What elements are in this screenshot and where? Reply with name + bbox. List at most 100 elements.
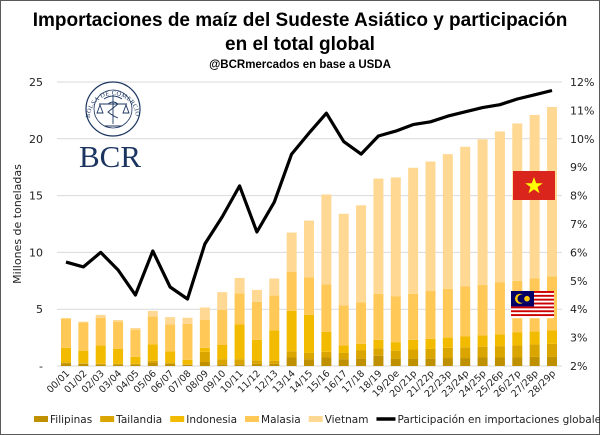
sun-icon <box>524 295 530 302</box>
bar-segment-malasia <box>286 271 297 311</box>
bar-segment-indonesia <box>78 350 89 364</box>
bar-segment-malasia <box>113 321 124 349</box>
vietnam-flag <box>513 171 555 200</box>
bar-segment-vietnam <box>512 123 523 281</box>
y2-tick-label: 3% <box>570 332 587 345</box>
chart-title-line-2: en el total global <box>225 34 375 55</box>
bar-segment-indonesia <box>425 338 436 349</box>
bar-segment-malasia <box>147 316 158 345</box>
bar-segment-vietnam <box>304 220 314 278</box>
bar-segment-vietnam <box>165 317 176 325</box>
legend-item: Vietnam <box>308 414 369 426</box>
legend-label: Participación en importaciones globales <box>397 414 600 426</box>
bar-segment-tailandia <box>512 345 523 358</box>
bar-segment-indonesia <box>321 331 332 352</box>
bar-segment-tailandia <box>442 347 453 359</box>
bar-stack <box>356 205 367 366</box>
bar-segment-indonesia <box>199 347 210 352</box>
bar-segment-tailandia <box>95 363 106 365</box>
bar-segment-filipinas <box>356 358 367 366</box>
bar-segment-vietnam <box>321 194 332 285</box>
legend-label: Malasia <box>261 414 301 426</box>
flag-stripe <box>511 314 554 317</box>
bar-stack <box>321 194 332 366</box>
bar-stack <box>390 177 401 366</box>
bar-stack <box>147 310 158 366</box>
star-icon <box>525 177 543 194</box>
bar-segment-malasia <box>442 288 453 338</box>
bar-segment-tailandia <box>61 362 71 364</box>
bar-segment-filipinas <box>251 363 262 366</box>
bar-segment-tailandia <box>147 360 158 363</box>
bar-segment-filipinas <box>373 355 384 366</box>
y2-tick-label: 2% <box>570 360 587 373</box>
bar-segment-tailandia <box>408 349 419 359</box>
bar-segment-indonesia <box>390 342 401 351</box>
bar-segment-indonesia <box>547 330 557 344</box>
bar-stack <box>165 317 176 366</box>
bar-segment-vietnam <box>338 213 349 306</box>
bar-segment-malasia <box>182 323 193 360</box>
legend-item: Tailandia <box>100 414 162 426</box>
y2-tick-label: 10% <box>570 133 594 146</box>
bar-segment-indonesia <box>442 337 453 348</box>
bar-segment-indonesia <box>286 310 297 352</box>
bar-segment-indonesia <box>304 314 314 353</box>
legend-item: Indonesia <box>170 414 237 426</box>
bar-segment-tailandia <box>460 347 471 359</box>
bar-segment-malasia <box>408 293 419 340</box>
bar-segment-indonesia <box>494 334 505 347</box>
bar-segment-tailandia <box>234 359 245 365</box>
bar-segment-tailandia <box>269 360 280 364</box>
logo-seal-outer <box>85 81 141 137</box>
bar-segment-tailandia <box>165 362 176 364</box>
y2-tick-label: 5% <box>570 275 587 288</box>
bar-segment-indonesia <box>113 348 124 364</box>
legend-swatch <box>170 416 185 422</box>
bar-segment-tailandia <box>199 351 210 363</box>
bar-stack <box>130 327 141 366</box>
bar-segment-tailandia <box>529 344 540 357</box>
bar-segment-filipinas <box>95 364 106 366</box>
bar-segment-vietnam <box>234 277 245 294</box>
y2-tick-label: 6% <box>570 246 587 259</box>
bar-segment-filipinas <box>234 364 245 366</box>
legend-item: Participación en importaciones globales <box>376 414 600 426</box>
bar-segment-malasia <box>390 296 401 343</box>
participation-line <box>65 88 553 301</box>
bar-stack <box>217 292 228 366</box>
bar-segment-malasia <box>130 329 141 357</box>
legend-label: Indonesia <box>186 414 237 426</box>
bar-segment-filipinas <box>165 363 176 366</box>
bar-stack <box>234 277 245 366</box>
bar-segment-malasia <box>460 286 471 337</box>
x-axis-ticks: 00/0101/0202/0303/0404/0505/0606/0707/08… <box>45 368 558 400</box>
legend: Filipinas Tailandia Indonesia Malasia Vietna… <box>34 414 600 426</box>
bar-stack <box>512 123 523 366</box>
y2-tick-label: 12% <box>570 76 594 89</box>
bar-segment-malasia <box>78 322 89 351</box>
bar-segment-tailandia <box>113 363 124 365</box>
y-tick-label: 10 <box>29 246 43 259</box>
bar-segment-filipinas <box>390 358 401 366</box>
bar-segment-indonesia <box>61 347 71 363</box>
y2-tick-label: 7% <box>570 218 587 231</box>
bar-stack <box>338 213 349 366</box>
bar-segment-malasia <box>356 302 367 344</box>
legend-label: Vietnam <box>325 414 369 426</box>
y2-tick-label: 4% <box>570 303 587 316</box>
bar-segment-filipinas <box>338 359 349 366</box>
bcr-wordmark: BCR <box>79 139 141 174</box>
bar-segment-filipinas <box>61 363 71 366</box>
bar-segment-malasia <box>234 293 245 325</box>
bar-segment-tailandia <box>321 351 332 358</box>
legend-item: Malasia <box>245 414 301 426</box>
bar-segment-filipinas <box>321 357 332 366</box>
bar-segment-filipinas <box>425 358 436 366</box>
bar-segment-filipinas <box>494 357 505 366</box>
bar-segment-malasia <box>477 284 488 336</box>
bar-stack <box>113 319 124 366</box>
bar-segment-malasia <box>321 284 332 332</box>
bar-segment-vietnam <box>442 154 453 289</box>
bar-segment-vietnam <box>390 177 401 297</box>
